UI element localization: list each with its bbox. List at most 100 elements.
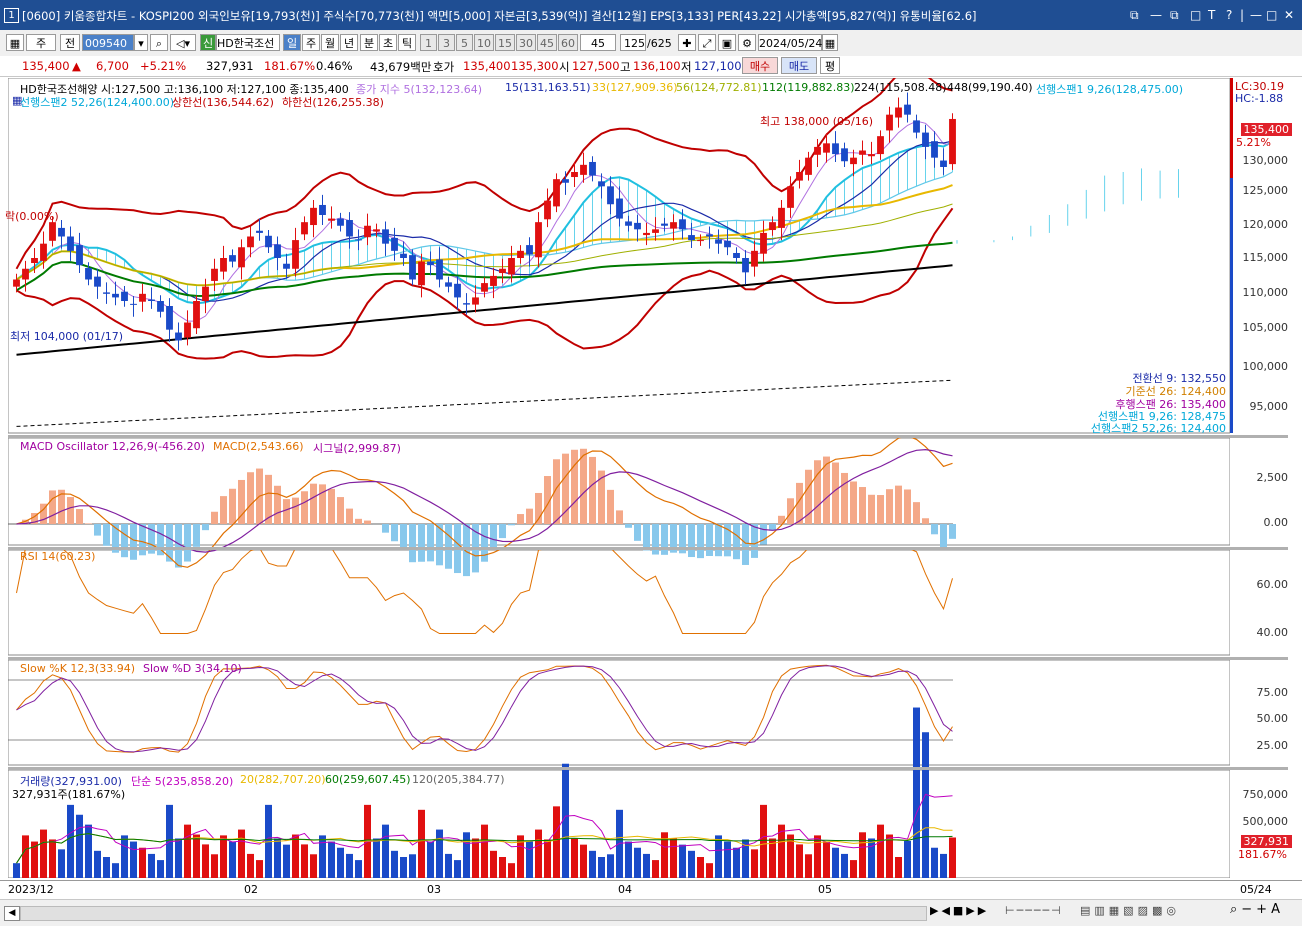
scrollbar-track[interactable] [20,906,927,921]
calendar-icon[interactable]: ▦ [822,34,838,51]
candle-body [283,264,290,269]
help-icon[interactable]: ? [1226,8,1232,22]
chevron-down-icon[interactable]: ▾ [134,34,148,51]
volume-bar [616,810,623,878]
candle-body [409,255,416,279]
volume-bar [850,860,857,878]
minute-60[interactable]: 60 [558,34,578,51]
tab-tick[interactable]: 틱 [398,34,416,51]
sell-button[interactable]: 매도 [781,57,817,74]
volume-bar [706,863,713,878]
layout-icon[interactable]: ▦ [6,34,24,51]
candle-body [922,133,929,147]
search-icon[interactable]: ⌕ [150,34,168,51]
minute-10[interactable]: 10 [474,34,494,51]
tab-week[interactable]: 주 [302,34,320,51]
scroll-controls-icon[interactable]: ▶◀■▶▶ [930,904,989,917]
panel-separator[interactable] [8,767,1288,770]
crosshair-icon[interactable]: ✚ [678,34,696,51]
save-icon[interactable]: ▣ [718,34,736,51]
panel-frame [8,438,1230,545]
tool-icon[interactable]: ⤢ [698,34,716,51]
macd-osc-bar [274,486,281,524]
ytick: 130,000 [1243,154,1289,167]
min-icon[interactable]: — [1250,8,1262,22]
macd-osc-bar [355,519,362,524]
zoom-icons[interactable]: ⌕−+A [1230,902,1284,917]
macd-osc-legend: MACD Oscillator 12,26,9(-456.20) [20,440,205,453]
period-select[interactable]: 주 [26,34,56,51]
font-icon[interactable]: T [1208,8,1215,22]
tab-day[interactable]: 일 [283,34,301,51]
minute-45[interactable]: 45 [537,34,557,51]
tab-month[interactable]: 월 [321,34,339,51]
volume-bar [463,832,470,878]
ytick: 120,000 [1243,218,1289,231]
code-input[interactable]: 009540 [82,34,134,51]
candle-body [697,240,704,241]
panel-separator[interactable] [8,657,1288,660]
sin-badge[interactable]: 신 [200,34,216,51]
sound-icon[interactable]: ◁▾ [170,34,196,51]
turnover: 0.46% [316,59,353,73]
date-input[interactable]: 2024/05/24 [758,34,822,51]
zoom-slider[interactable]: ⊢────⊣ [1005,904,1063,917]
prev-button[interactable]: 전 [60,34,80,51]
tab-second[interactable]: 초 [379,34,397,51]
current-price-tag: 135,400 [1241,123,1293,136]
even-button[interactable]: 평 [820,57,840,74]
candle-body [571,172,578,177]
candle-body [130,304,137,305]
gear-icon[interactable]: ⚙ [738,34,756,51]
candle-body [940,161,947,167]
minimize-icon[interactable]: — [1150,8,1162,22]
volume-bar [805,854,812,878]
buy-button[interactable]: 매수 [742,57,778,74]
minute-30[interactable]: 30 [516,34,536,51]
macd-osc-bar [904,489,911,524]
vol-ma120-legend: 120(205,384.77) [412,773,505,786]
minute-5[interactable]: 5 [456,34,473,51]
candle-body [40,244,47,261]
candle-body [265,236,272,247]
close-icon[interactable]: ✕ [1284,8,1294,22]
interval-select[interactable]: 45 [580,34,616,51]
volume-bar [175,838,182,878]
macd-osc-bar [94,524,101,536]
restore-icon[interactable]: ⧉ [1130,8,1139,23]
tab-minute[interactable]: 분 [360,34,378,51]
volume-bar [184,825,191,878]
macd-osc-bar [814,460,821,524]
candle-body [328,219,335,221]
volume-bar [292,835,299,878]
open-value: 127,500 [572,59,620,73]
candle-body [418,262,425,286]
candle-body [310,208,317,225]
count-input[interactable]: 125 [620,34,646,51]
panel-separator[interactable] [8,547,1288,550]
volume-bar [382,825,389,878]
minute-1[interactable]: 1 [420,34,437,51]
volume-bar [868,838,875,878]
tab-year[interactable]: 년 [340,34,358,51]
macd-osc-bar [571,450,578,524]
maximize-icon[interactable]: □ [1190,8,1201,22]
volume-bar [94,851,101,878]
max-icon[interactable]: □ [1266,8,1277,22]
right-axis: LC:30.19 HC:-1.88 135,400 5.21% 130,000 … [1230,78,1296,878]
left-note: 락(0.00%) [5,208,59,224]
volume-bar [877,825,884,878]
slowk-legend: Slow %K 12,3(33.94) [20,662,135,675]
amount: 43,679백만 [370,59,431,75]
minute-3[interactable]: 3 [438,34,455,51]
panel-separator[interactable] [8,435,1288,438]
scroll-left-icon[interactable]: ◀ [4,906,20,921]
panel-frame [8,78,1230,433]
low-value: 127,100 [694,59,742,73]
window-number[interactable]: 1 [4,8,19,23]
tile-icon[interactable]: ⧉ [1170,8,1179,23]
tool-icons[interactable]: ▤▥▦▧▨▩◎ [1080,904,1180,917]
chart-canvas[interactable] [8,78,1230,878]
minute-15[interactable]: 15 [495,34,515,51]
macd-osc-bar [922,518,929,524]
